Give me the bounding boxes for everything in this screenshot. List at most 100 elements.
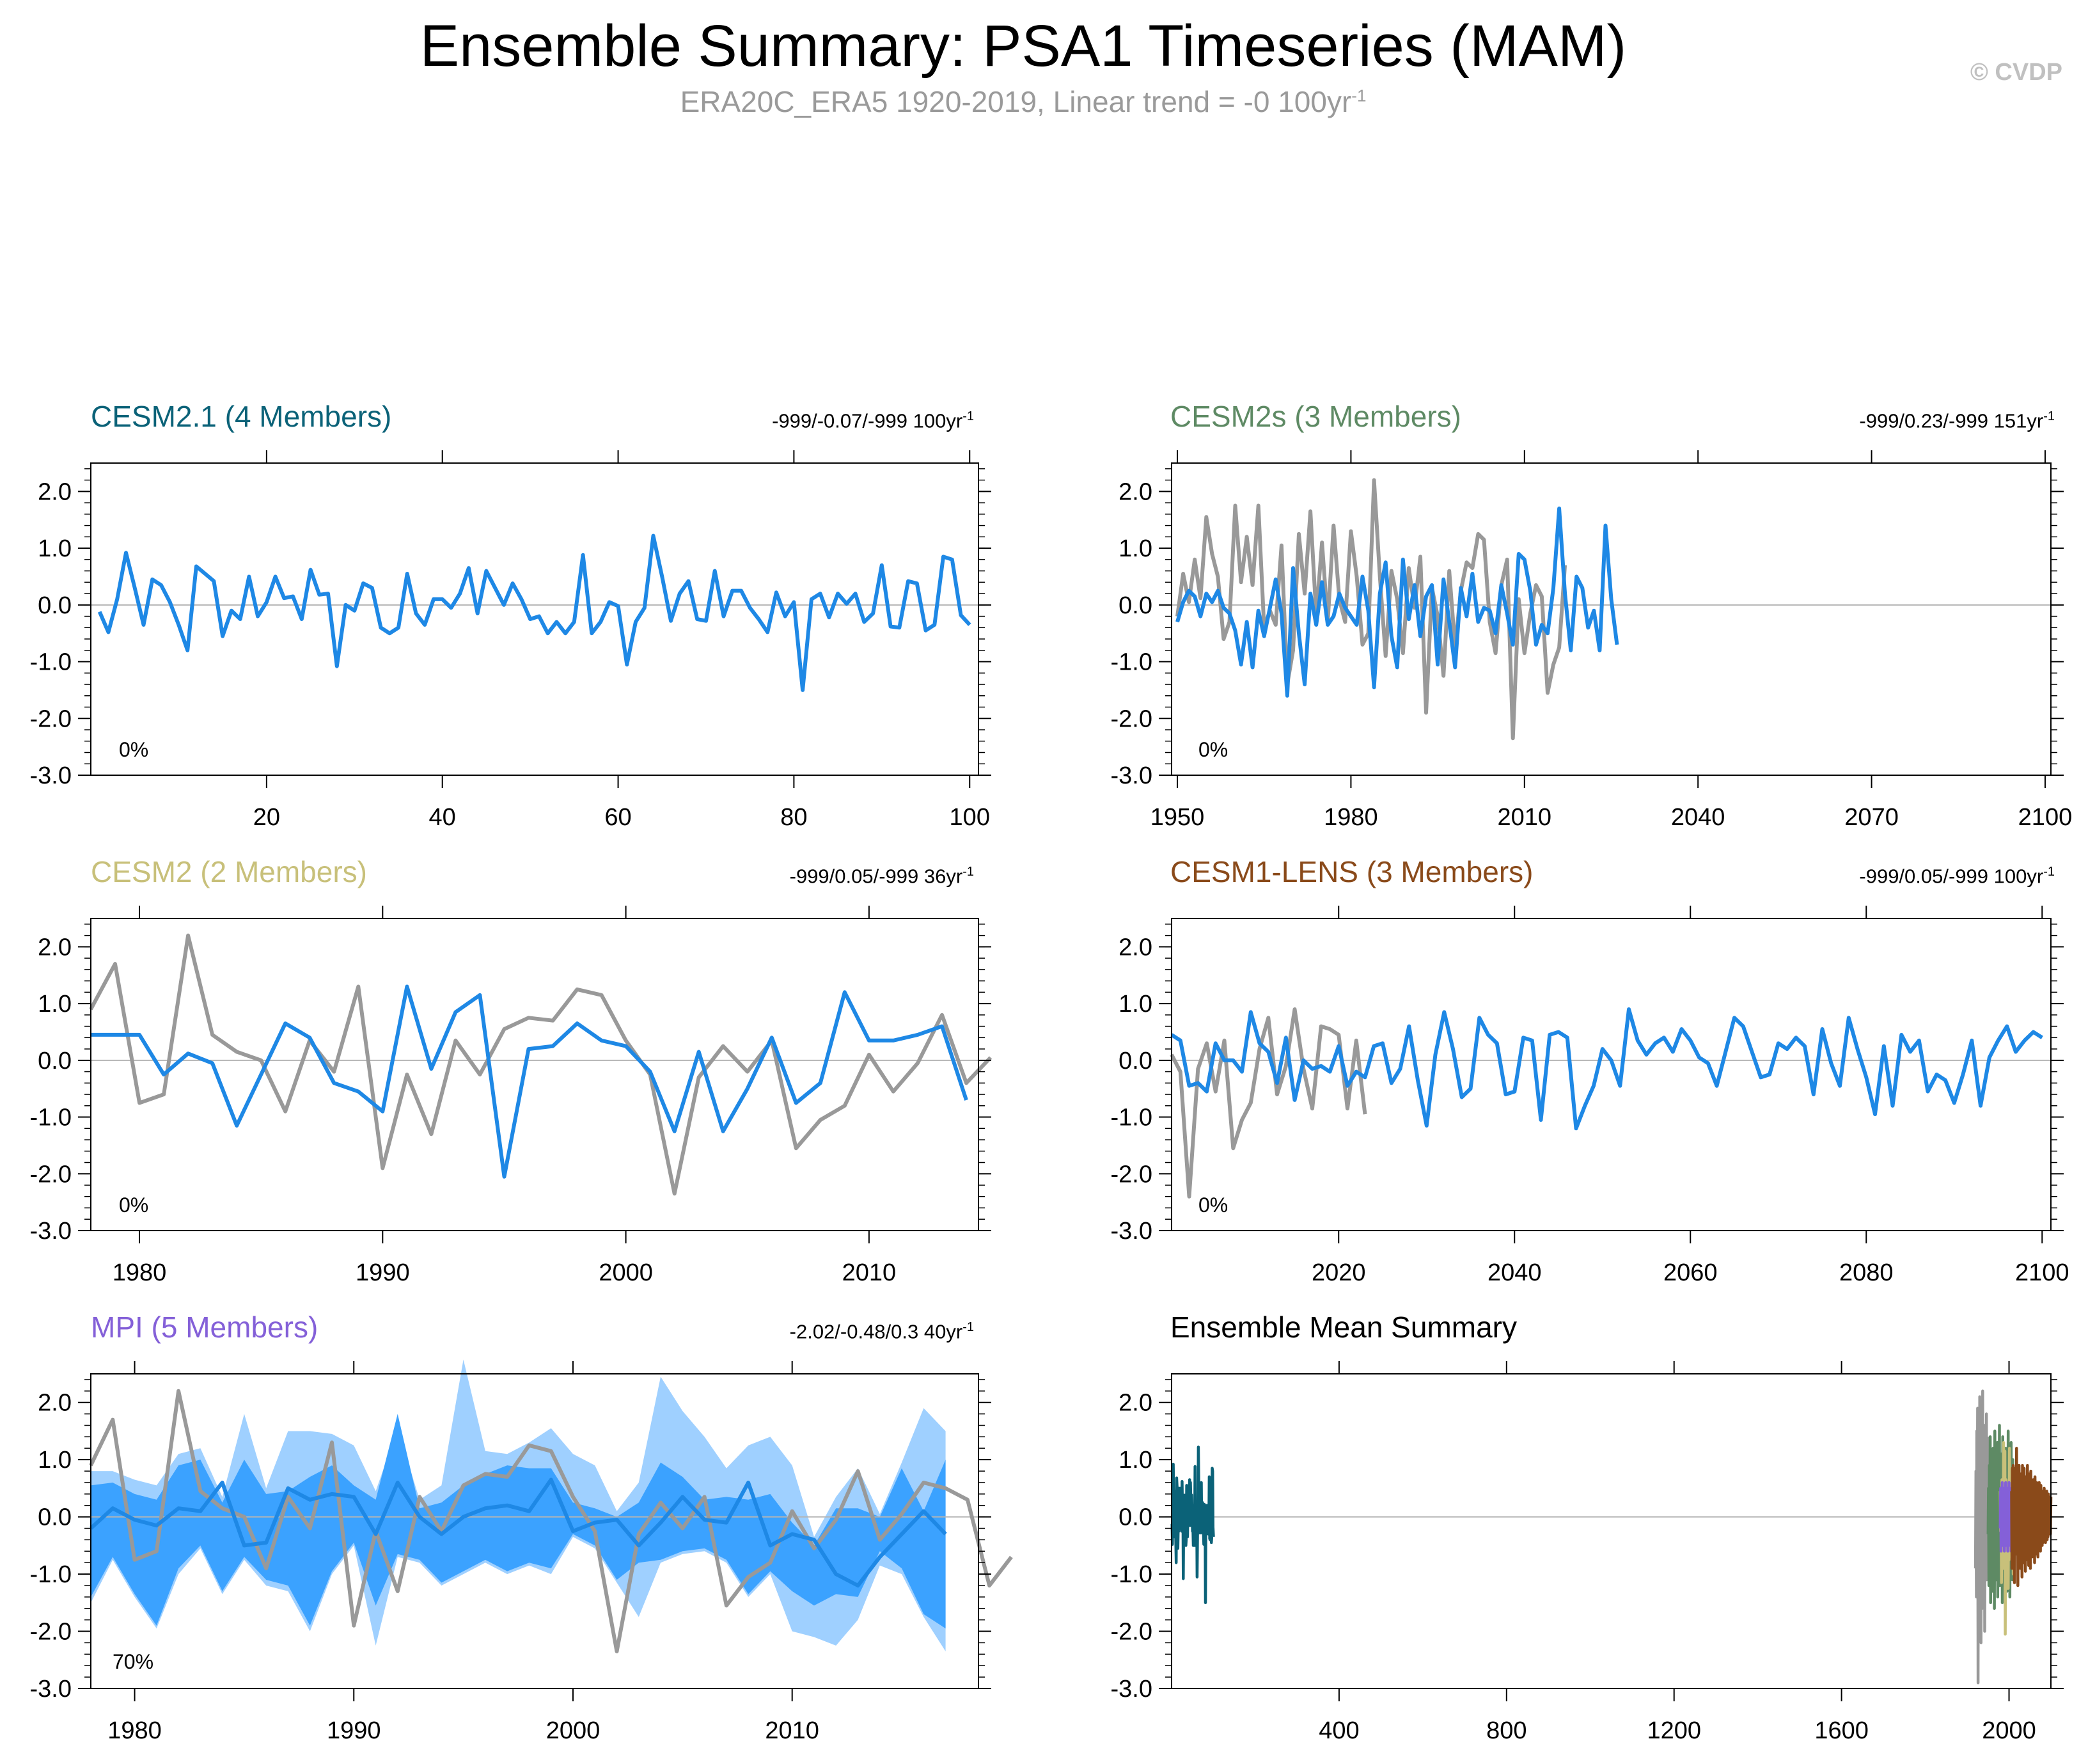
series-line-observations bbox=[89, 933, 993, 1196]
x-tick-label: 2000 bbox=[599, 1259, 653, 1286]
y-tick-label: 2.0 bbox=[38, 478, 72, 505]
chart-summary: 2.0 1.0 0.0 -1.0 -2.0 -3.0 400 800 1200 1600 2000 bbox=[1111, 1361, 2064, 1744]
y-tick-label: -2.0 bbox=[1111, 1161, 1152, 1188]
y-tick-label: 2.0 bbox=[38, 1390, 72, 1417]
y-tick-label: 1.0 bbox=[1119, 535, 1152, 562]
stats-superscript: -1 bbox=[962, 409, 974, 423]
y-tick-label: -2.0 bbox=[30, 705, 72, 732]
y-tick-label: -2.0 bbox=[1111, 705, 1152, 732]
y-tick-label: 1.0 bbox=[38, 1447, 72, 1474]
x-tick-label: 1990 bbox=[356, 1259, 410, 1286]
percent-label: 0% bbox=[1198, 738, 1228, 761]
panel-stats-cesm2s: -999/0.23/-999 151yr-1 bbox=[1859, 409, 2055, 432]
x-tick-label: 1980 bbox=[1324, 804, 1378, 831]
panel-title-cesm21: CESM2.1 (4 Members) bbox=[91, 400, 392, 433]
subtitle-text: ERA20C_ERA5 1920-2019, Linear trend = -0… bbox=[680, 85, 1352, 118]
y-tick-label: 0.0 bbox=[1119, 1048, 1152, 1075]
page-title: Ensemble Summary: PSA1 Timeseries (MAM) bbox=[420, 13, 1627, 79]
y-tick-label: 2.0 bbox=[1119, 1390, 1152, 1417]
panel-title-summary: Ensemble Mean Summary bbox=[1170, 1311, 1517, 1344]
y-tick-label: 2.0 bbox=[1119, 478, 1152, 505]
y-tick-label: -1.0 bbox=[1111, 1561, 1152, 1588]
x-tick-label: 1990 bbox=[327, 1717, 381, 1744]
panel-title-cesm2: CESM2 (2 Members) bbox=[91, 855, 367, 888]
x-tick-label: 2010 bbox=[765, 1717, 819, 1744]
page-subtitle: ERA20C_ERA5 1920-2019, Linear trend = -0… bbox=[0, 84, 2046, 119]
percent-label: 70% bbox=[113, 1650, 153, 1673]
x-tick-label: 1980 bbox=[107, 1717, 162, 1744]
y-tick-label: 0.0 bbox=[38, 592, 72, 619]
series-line-ensemble-mean bbox=[91, 984, 968, 1179]
percent-label: 0% bbox=[1198, 1193, 1228, 1217]
plot-frame bbox=[90, 1373, 979, 1689]
chart-cesm2s: 2.0 1.0 0.0 -1.0 -2.0 -3.0 1950 1980 2010 2040 207… bbox=[1111, 450, 2073, 831]
y-tick-label: -1.0 bbox=[1111, 649, 1152, 676]
plot-frame bbox=[1171, 918, 2052, 1231]
x-tick-label: 800 bbox=[1486, 1717, 1527, 1744]
x-tick-label: 2080 bbox=[1839, 1259, 1894, 1286]
y-tick-label: -1.0 bbox=[30, 649, 72, 676]
x-tick-label: 2100 bbox=[2018, 804, 2073, 831]
x-tick-label: 60 bbox=[604, 804, 631, 831]
x-tick-label: 2040 bbox=[1671, 804, 1725, 831]
x-tick-label: 2020 bbox=[1312, 1259, 1366, 1286]
series-line-observations bbox=[1170, 1007, 1367, 1199]
x-tick-label: 1600 bbox=[1814, 1717, 1869, 1744]
x-tick-label: 1200 bbox=[1647, 1717, 1701, 1744]
panel-title-cesm1lens: CESM1-LENS (3 Members) bbox=[1170, 855, 1534, 888]
subtitle-superscript: -1 bbox=[1351, 86, 1367, 106]
y-tick-label: -1.0 bbox=[30, 1561, 72, 1588]
chart-cesm21: 2.0 1.0 0.0 -1.0 -2.0 -3.0 20 40 60 80 100 0% bbox=[30, 450, 991, 831]
y-tick-label: 0.0 bbox=[1119, 592, 1152, 619]
x-tick-label: 2010 bbox=[842, 1259, 897, 1286]
x-tick-label: 2070 bbox=[1844, 804, 1899, 831]
percent-label: 0% bbox=[119, 738, 148, 761]
stats-text: -999/-0.07/-999 100yr bbox=[772, 409, 963, 432]
y-tick-label: 2.0 bbox=[1119, 934, 1152, 961]
y-tick-label: -2.0 bbox=[30, 1619, 72, 1646]
y-tick-label: 0.0 bbox=[38, 1504, 72, 1531]
chart-cesm2: 2.0 1.0 0.0 -1.0 -2.0 -3.0 1980 1990 2000 2010 0% bbox=[30, 906, 993, 1286]
plot-frame bbox=[90, 462, 979, 776]
plot-frame bbox=[1171, 462, 2052, 776]
stats-text: -999/0.05/-999 36yr bbox=[789, 865, 963, 888]
series-line-ensemble-mean bbox=[89, 1477, 947, 1587]
stats-text: -999/0.05/-999 100yr bbox=[1859, 865, 2044, 888]
series-line-cesm1-lens bbox=[2010, 1447, 2053, 1587]
percent-label: 0% bbox=[119, 1193, 148, 1217]
panel-stats-cesm2: -999/0.05/-999 36yr-1 bbox=[790, 865, 974, 888]
stats-superscript: -1 bbox=[2043, 409, 2055, 423]
series-line-ensemble-mean bbox=[1170, 1007, 2043, 1131]
stats-superscript: -1 bbox=[2043, 865, 2055, 879]
y-tick-label: 1.0 bbox=[1119, 991, 1152, 1018]
series-line-ensemble-mean bbox=[97, 533, 971, 692]
y-tick-label: -3.0 bbox=[1111, 1218, 1152, 1245]
copyright-label: © CVDP bbox=[1970, 59, 2062, 86]
series-line-cesm2-1 bbox=[1170, 1445, 1215, 1605]
series-line-observations bbox=[89, 1389, 1013, 1653]
plot-frame bbox=[1171, 1373, 2052, 1689]
y-tick-label: 1.0 bbox=[38, 991, 72, 1018]
panel-stats-cesm21: -999/-0.07/-999 100yr-1 bbox=[772, 409, 974, 432]
stats-superscript: -1 bbox=[962, 1320, 974, 1334]
series-line-observations bbox=[1974, 1389, 1990, 1685]
y-tick-label: -3.0 bbox=[30, 1218, 72, 1245]
y-tick-label: 0.0 bbox=[1119, 1504, 1152, 1531]
panel-stats-mpi: -2.02/-0.48/0.3 40yr-1 bbox=[790, 1320, 974, 1343]
x-tick-label: 2100 bbox=[2015, 1259, 2069, 1286]
series-line-ensemble-mean bbox=[1175, 507, 1619, 698]
y-tick-label: 0.0 bbox=[38, 1048, 72, 1075]
x-tick-label: 400 bbox=[1319, 1717, 1359, 1744]
x-tick-label: 80 bbox=[780, 804, 807, 831]
x-tick-label: 2000 bbox=[546, 1717, 600, 1744]
x-tick-label: 40 bbox=[429, 804, 456, 831]
spread-inner-band bbox=[91, 1414, 946, 1629]
stats-text: -2.02/-0.48/0.3 40yr bbox=[789, 1320, 963, 1343]
x-tick-label: 1980 bbox=[113, 1259, 167, 1286]
x-tick-label: 2000 bbox=[1982, 1717, 2036, 1744]
y-tick-label: -2.0 bbox=[30, 1161, 72, 1188]
y-tick-label: 1.0 bbox=[38, 535, 72, 562]
y-tick-label: -2.0 bbox=[1111, 1619, 1152, 1646]
chart-mpi: 2.0 1.0 0.0 -1.0 -2.0 -3.0 1980 1990 2000 2010 70% bbox=[30, 1359, 1013, 1744]
